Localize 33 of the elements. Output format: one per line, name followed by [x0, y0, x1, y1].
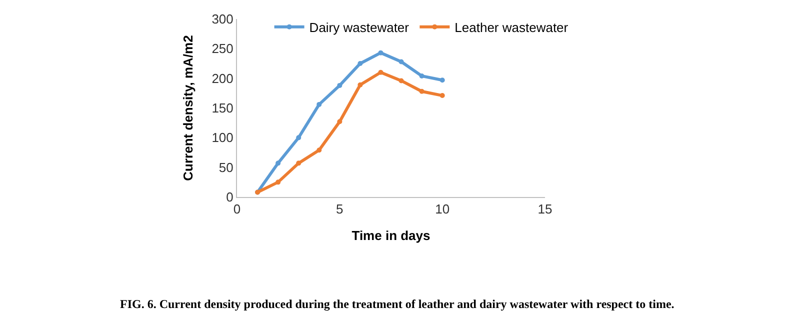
legend-label: Dairy wastewater	[309, 20, 410, 35]
point	[358, 61, 363, 66]
y-tick-label: 100	[212, 130, 234, 146]
x-tick-label: 15	[538, 202, 552, 217]
point	[419, 88, 424, 94]
caption: FIG. 6. Current density produced during the treatment of leather and dairy wastewater with respect to time.	[120, 297, 674, 311]
point	[337, 82, 342, 88]
y-tick-label: 300	[212, 12, 234, 27]
y-tick-label: 150	[212, 100, 234, 116]
y-tick-label: 250	[212, 41, 234, 56]
point	[378, 50, 384, 56]
point	[419, 73, 424, 78]
x-axis-title: Time in days	[352, 228, 430, 244]
point	[398, 78, 404, 84]
point	[276, 160, 281, 166]
point	[316, 148, 322, 153]
point	[398, 59, 404, 64]
point	[276, 180, 281, 185]
point	[440, 93, 445, 98]
point	[440, 78, 445, 83]
point	[378, 70, 384, 75]
point	[316, 102, 322, 107]
point	[337, 119, 342, 124]
x-tick-label: 10	[435, 202, 450, 217]
y-axis-title: Current density, mA/m2	[180, 35, 196, 181]
y-tick-label: 0	[226, 190, 234, 205]
point	[296, 160, 302, 166]
y-tick-label: 200	[212, 70, 234, 86]
point	[296, 135, 302, 140]
x-tick-label: 5	[336, 202, 344, 217]
legend-label: Leather wastewater	[454, 20, 569, 35]
point	[358, 82, 363, 88]
y-tick-label: 50	[218, 160, 234, 175]
